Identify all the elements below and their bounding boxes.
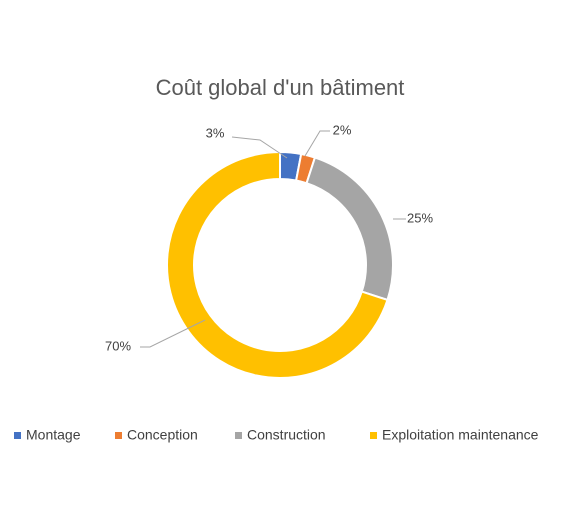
data-label: 3% <box>206 125 225 140</box>
legend-label: Conception <box>127 427 198 443</box>
legend-swatch <box>115 432 122 439</box>
chart-title: Coût global d'un bâtiment <box>156 75 405 100</box>
leader-line <box>140 319 206 348</box>
legend-swatch <box>235 432 242 439</box>
slice <box>166 150 389 379</box>
legend-label: Exploitation maintenance <box>382 427 539 443</box>
legend-swatch <box>14 432 21 439</box>
slice <box>305 156 394 302</box>
data-label: 2% <box>333 122 352 137</box>
leader-line <box>231 136 288 159</box>
leader-line <box>304 130 330 157</box>
legend-label: Construction <box>247 427 326 443</box>
legend-label: Montage <box>26 427 81 443</box>
data-label: 70% <box>105 338 131 353</box>
data-label: 25% <box>407 210 433 225</box>
legend-swatch <box>370 432 377 439</box>
